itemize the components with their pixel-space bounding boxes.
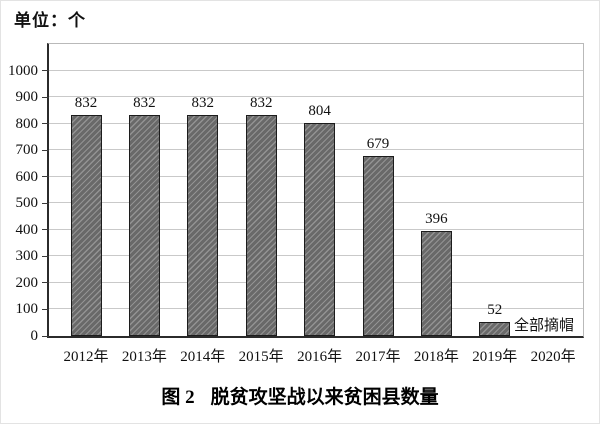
chart-caption: 图 2 脱贫攻坚战以来贫困县数量	[1, 382, 599, 409]
bar-value-label: 832	[249, 95, 273, 111]
y-axis-tick	[42, 229, 49, 231]
gridline	[49, 69, 583, 71]
y-axis-tick	[42, 149, 49, 151]
y-axis-tick	[42, 335, 49, 337]
x-axis-label: 2014年	[180, 349, 226, 365]
y-axis-tick-label: 300	[15, 248, 39, 265]
y-axis-tick-label: 0	[30, 328, 39, 344]
y-axis-tick	[42, 96, 49, 98]
y-axis-tick	[42, 282, 49, 284]
bar-value-label: 832	[133, 95, 156, 111]
y-axis-tick-label: 800	[15, 115, 39, 132]
bar-2015	[245, 115, 277, 336]
gridline	[49, 96, 583, 98]
x-axis-label: 2013年	[121, 349, 167, 365]
bar-2018	[420, 231, 452, 336]
y-axis-tick-label: 200	[15, 274, 39, 291]
y-axis-tick	[42, 123, 49, 125]
bar-2014	[187, 115, 219, 336]
y-axis-tick	[42, 202, 49, 204]
bar-value-label: 832	[74, 95, 98, 111]
bar-2019	[479, 322, 511, 336]
caption-title: 脱贫攻坚战以来贫困县数量	[210, 387, 439, 408]
caption-figure-number: 图 2	[161, 387, 195, 408]
bar-2017	[362, 156, 394, 336]
y-axis-tick	[42, 308, 49, 310]
annotation-label: 全部摘帽	[513, 318, 574, 334]
bar-value-label: 679	[366, 136, 390, 152]
x-axis-label: 2017年	[355, 349, 401, 365]
x-axis-label: 2015年	[238, 349, 284, 365]
unit-label: 单位：个	[14, 11, 86, 30]
y-axis-tick-label: 600	[15, 168, 39, 185]
y-axis-tick	[42, 70, 49, 72]
x-axis-label: 2018年	[413, 349, 459, 365]
y-axis-tick-label: 700	[15, 142, 39, 159]
x-axis-label: 2020年	[530, 349, 576, 365]
x-axis-label: 2019年	[472, 349, 518, 365]
y-axis-tick-label: 400	[15, 221, 39, 238]
x-axis-label: 2016年	[297, 349, 343, 365]
y-axis-tick-label: 500	[15, 195, 39, 212]
bar-2013	[128, 115, 160, 336]
bar-value-label: 804	[308, 103, 331, 119]
y-axis-tick-label: 100	[15, 301, 39, 318]
bar-value-label: 396	[425, 211, 448, 227]
y-axis-tick	[42, 176, 49, 178]
bar-2012	[70, 115, 102, 336]
y-axis-tick-label: 900	[15, 89, 39, 106]
bar-value-label: 832	[191, 95, 215, 111]
y-axis-tick-label: 1000	[8, 62, 38, 79]
bar-value-label: 52	[487, 302, 503, 318]
y-axis-tick	[42, 255, 49, 257]
bar-2016	[304, 123, 336, 336]
plot-area: 0 100 200 300 400 500 600 700 800 900 1000 2012年 832…	[8, 43, 584, 365]
x-axis-label: 2012年	[63, 349, 109, 365]
